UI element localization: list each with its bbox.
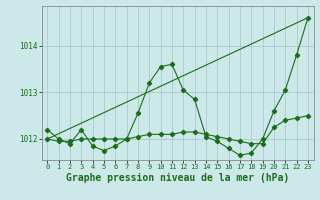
X-axis label: Graphe pression niveau de la mer (hPa): Graphe pression niveau de la mer (hPa) <box>66 173 289 183</box>
